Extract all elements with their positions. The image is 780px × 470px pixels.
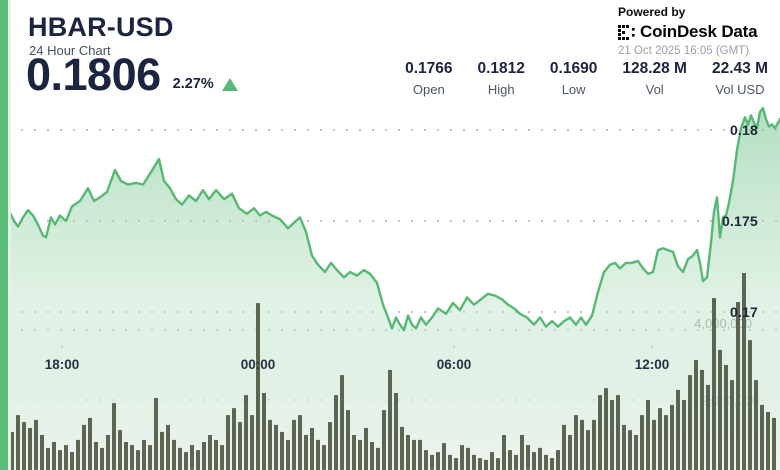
price-line (6, 107, 780, 332)
stat-vol-usd-label: Vol USD (715, 82, 765, 97)
stat-open-label: Open (412, 82, 445, 97)
quote-timestamp: 21 Oct 2025 16:05 (GMT) (618, 45, 750, 57)
current-price: 0.1806 (26, 49, 161, 100)
stat-low-value: 0.1690 (549, 60, 598, 77)
stat-vol-usd-value: 22.43 M (711, 60, 768, 77)
price-axis-label-017: 0.17 (729, 304, 758, 320)
stat-vol: 128.28 M Vol (622, 60, 687, 97)
time-axis-label-1200: 12:00 (634, 357, 670, 372)
price-axis-label-018: 0.18 (729, 122, 758, 138)
stat-vol-usd: 22.43 M Vol USD (712, 60, 768, 97)
stat-vol-value: 128.28 M (622, 60, 687, 77)
left-accent-stripe-highlight (8, 0, 11, 470)
current-price-row: 0.1806 2.27% (26, 50, 238, 100)
powered-by-label: Powered by (618, 5, 686, 19)
time-axis-label-0000: 00:00 (240, 357, 276, 372)
brand-name: CoinDesk Data (640, 22, 758, 41)
change-percent: 2.27% (172, 76, 214, 92)
time-axis-label-1800: 18:00 (44, 357, 80, 372)
branding-block: Powered by (618, 5, 758, 57)
stat-open: 0.1766 Open (405, 60, 452, 97)
up-triangle-icon (221, 78, 238, 91)
stats-row: 0.1766 Open 0.1812 High 0.1690 Low 128.2… (405, 60, 768, 97)
brand-row: CoinDesk Data (618, 22, 758, 42)
stat-high-value: 0.1812 (477, 60, 525, 77)
price-axis-label-0175: 0.175 (721, 213, 758, 229)
stat-vol-label: Vol (645, 82, 664, 97)
chart-subtitle: 24 Hour Chart (29, 43, 111, 58)
time-axis-label-0600: 06:00 (436, 357, 472, 372)
stat-low: 0.1690 Low (550, 60, 597, 97)
stat-low-label: Low (561, 82, 586, 97)
coindesk-logo-icon (618, 24, 635, 40)
symbol-title: HBAR-USD (28, 12, 174, 42)
stat-high: 0.1812 High (478, 60, 525, 97)
volume-bars (10, 273, 776, 470)
stat-open-value: 0.1766 (405, 60, 453, 77)
stat-high-label: High (487, 82, 515, 97)
left-accent-stripe (0, 0, 8, 470)
